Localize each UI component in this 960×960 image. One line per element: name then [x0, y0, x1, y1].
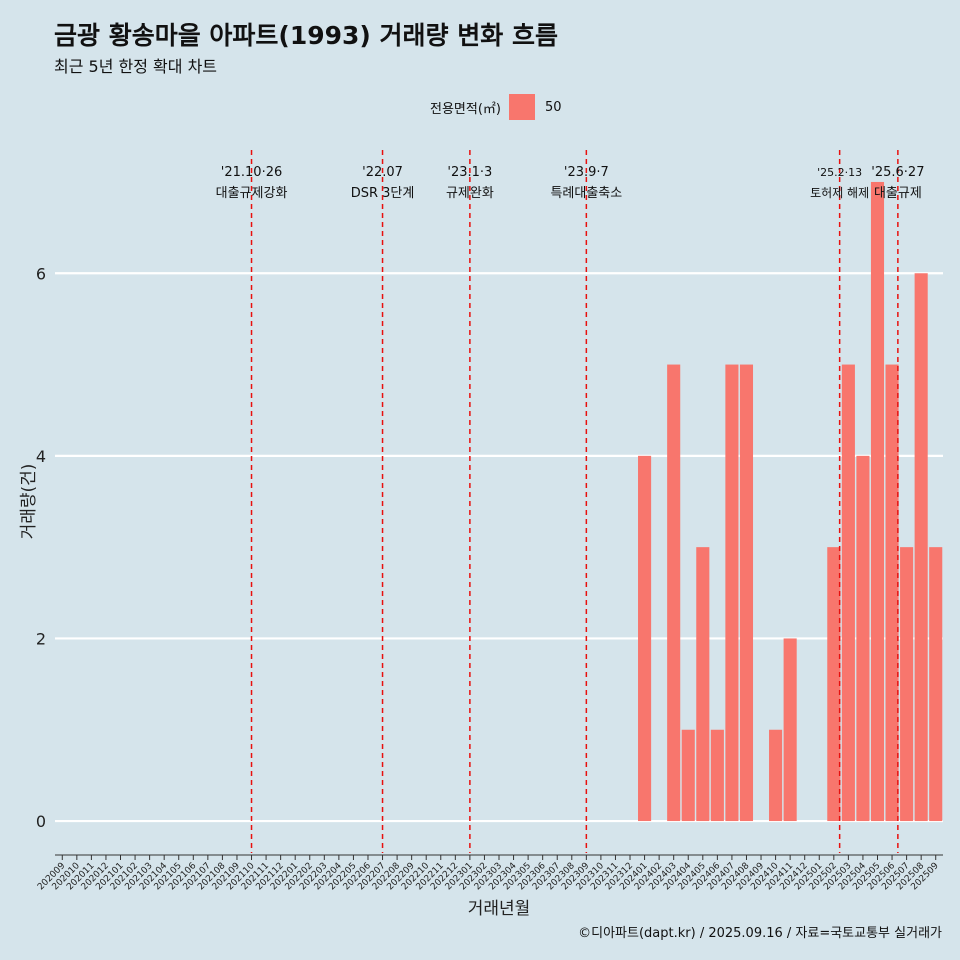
- bar: [696, 547, 710, 822]
- event-sublabel: 대출규제: [874, 186, 922, 201]
- bar: [856, 455, 870, 822]
- bar: [900, 547, 914, 822]
- bar: [885, 364, 899, 822]
- legend-swatch: [508, 94, 535, 120]
- event-sublabel: 규제완화: [446, 186, 494, 201]
- event-label: '21.10·26: [221, 165, 282, 180]
- bar: [739, 364, 754, 822]
- y-tick-label: 6: [36, 264, 46, 283]
- bar: [725, 364, 739, 822]
- bar: [710, 729, 724, 822]
- event-label: '23.1·3: [447, 165, 492, 180]
- y-tick-label: 2: [36, 629, 46, 648]
- y-tick-label: 4: [36, 447, 46, 466]
- event-label: '23.9·7: [564, 165, 609, 180]
- y-axis-title: 거래량(건): [19, 464, 39, 540]
- event-sublabel: DSR 3단계: [351, 186, 415, 201]
- bar: [667, 364, 681, 822]
- y-tick-label: 0: [36, 812, 46, 831]
- legend: 전용면적(㎡) 50: [430, 94, 562, 120]
- bar: [929, 547, 943, 822]
- event-label: '25.2·13: [817, 166, 862, 179]
- event-label: '22.07: [362, 165, 403, 180]
- bar: [638, 455, 652, 822]
- event-sublabel: 대출규제강화: [216, 186, 288, 201]
- x-axis-title: 거래년월: [468, 899, 531, 919]
- bar: [827, 547, 841, 822]
- event-sublabel: 토허제 해제: [810, 186, 869, 200]
- bar: [769, 729, 783, 822]
- bar: [681, 729, 695, 822]
- bar: [783, 638, 797, 822]
- event-sublabel: 특례대출축소: [550, 186, 622, 201]
- chart-caption: ©디아파트(dapt.kr) / 2025.09.16 / 자료=국토교통부 실…: [578, 926, 942, 941]
- bar: [870, 181, 885, 822]
- legend-entry: 50: [544, 99, 562, 115]
- chart-subtitle: 최근 5년 한정 확대 차트: [54, 57, 218, 76]
- bar: [841, 364, 855, 822]
- bar: [914, 273, 928, 822]
- legend-title: 전용면적(㎡): [430, 101, 501, 117]
- event-label: '25.6·27: [871, 165, 924, 180]
- chart-title: 금광 황송마을 아파트(1993) 거래량 변화 흐름: [54, 21, 558, 50]
